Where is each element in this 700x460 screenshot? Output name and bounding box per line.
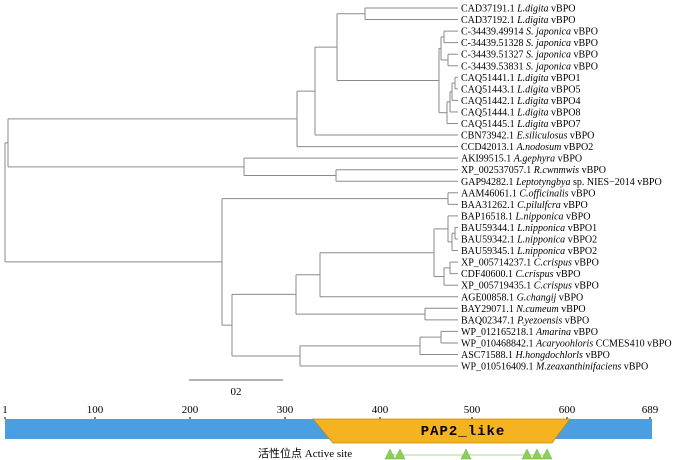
leaf-label: C-34439.49914 S. japonica vBPO [461, 27, 598, 38]
domain-map: 1 100 200 300 400 500 600 689 PAP2_like 活性位点 Ac… [2, 404, 659, 460]
tick-label: 300 [277, 404, 294, 416]
leaf-label: CAQ51443.1 L.digita vBPO5 [461, 84, 580, 95]
tick-label: 100 [87, 404, 104, 416]
leaf-label: CAQ51445.1 L.digita vBPO7 [461, 119, 580, 130]
leaf-label: XP_005719435.1 C.crispus vBPO [461, 281, 599, 292]
leaf-label: CDF40600.1 C.crispus vBPO [461, 269, 580, 280]
leaf-label: BAA31262.1 C.pilulfcra vBPO [461, 200, 588, 211]
tick-label: 400 [372, 404, 389, 416]
active-site-marker [460, 448, 472, 460]
tick-label: 500 [464, 404, 481, 416]
leaf-label: CAQ51442.1 L.digita vBPO4 [461, 96, 580, 107]
leaf-label: CAQ51441.1 L.digita vBPO1 [461, 73, 580, 84]
leaf-label: GAP94282.1 Leptotyngbya sp. NIES−2014 vB… [461, 177, 662, 188]
active-site-marker [541, 448, 553, 460]
pap2-domain [312, 418, 571, 444]
leaf-label: BAU59345.1 L.nipponica vBPO2 [461, 246, 597, 257]
leaf-label: BAU59344.1 L.nipponica vBPO1 [461, 223, 597, 234]
leaf-label: BAY29071.1 N.cumeum vBPO [461, 304, 586, 315]
leaf-label: WP_010468842.1 Acaryoohloris CCMES410 vB… [461, 338, 672, 349]
leaf-label: WP_010516409.1 M.zeaxanthinifaciens vBPO [461, 362, 648, 373]
position-ticks: 1 100 200 300 400 500 600 689 [2, 404, 659, 419]
active-site-markers [384, 448, 553, 460]
leaf-label: BAP16518.1 L.nipponica vBPO [461, 211, 590, 222]
leaf-label: XP_002537057.1 R.cwnmwis vBPO [461, 165, 606, 176]
domain-label: PAP2_like [421, 424, 506, 440]
scale-bar: 02 [189, 379, 283, 398]
leaf-label: C-34439.51327 S. japonica vBPO [461, 50, 598, 61]
leaf-label: CAD37191.1 L.digita vBPO [461, 4, 575, 15]
tick-label: 200 [182, 404, 199, 416]
active-site-marker [521, 448, 533, 460]
leaf-label: XP_005714237.1 C.crispus vBPO [461, 258, 599, 269]
active-site-marker [531, 448, 543, 460]
scale-bar-label: 02 [231, 386, 242, 398]
leaf-label: AAM46061.1 C.officinalis vBPO [461, 188, 595, 199]
leaf-label: ASC71588.1 H.hongdochlorls vBPO [461, 350, 610, 361]
tick-label: 1 [2, 404, 8, 416]
leaf-label: CCD42013.1 A.nodosum vBPO2 [461, 142, 593, 153]
leaf-label: C-34439.51328 S. japonica vBPO [461, 38, 598, 49]
tick-label: 689 [642, 404, 659, 416]
active-site-marker [394, 448, 406, 460]
leaf-label: AGE00858.1 G.changij vBPO [461, 292, 583, 303]
active-site-label: 活性位点 Active site [258, 446, 352, 460]
leaf-label: BAU59342.1 L.nipponica vBPO2 [461, 235, 597, 246]
tick-label: 600 [559, 404, 576, 416]
leaf-label: BAQ02347.1 P.yezoensis vBPO [461, 315, 589, 326]
leaf-label: AKI99515.1 A.gephyra vBPO [461, 154, 582, 165]
active-site-marker [384, 448, 396, 460]
leaf-label: CBN73942.1 E.siliculosus vBPO [461, 131, 594, 142]
leaf-label: CAQ51444.1 L.digita vBPO8 [461, 107, 580, 118]
phylogenetic-tree-branches [4, 7, 458, 367]
leaf-label: WP_012165218.1 Amarina vBPO [461, 327, 598, 338]
leaf-label: CAD37192.1 L.digita vBPO [461, 15, 575, 26]
leaf-label: C-34439.53831 S. japonica vBPO [461, 61, 598, 72]
